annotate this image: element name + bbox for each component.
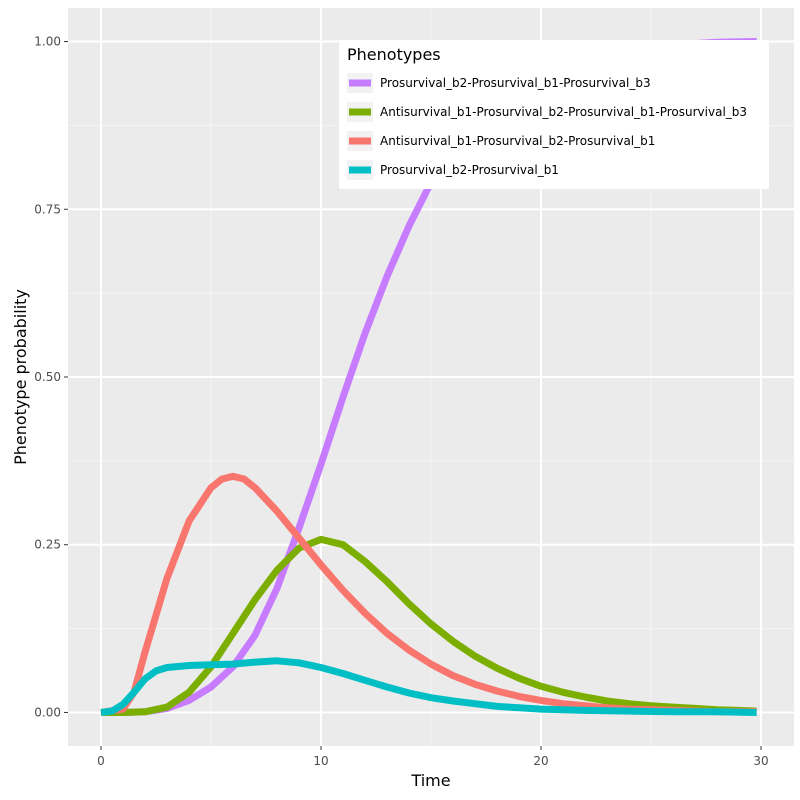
x-tick-label: 0 [97, 754, 105, 768]
y-tick-label: 1.00 [34, 35, 61, 49]
y-tick-label: 0.75 [34, 202, 61, 216]
y-tick-label: 0.50 [34, 370, 61, 384]
x-tick-label: 20 [533, 754, 548, 768]
legend-background [339, 40, 769, 189]
legend-label: Prosurvival_b2-Prosurvival_b1-Prosurviva… [380, 76, 651, 90]
legend-title: Phenotypes [347, 45, 441, 64]
legend-label: Prosurvival_b2-Prosurvival_b1 [380, 163, 559, 177]
y-tick-label: 0.25 [34, 538, 61, 552]
major-gridlines [68, 8, 794, 746]
legend: Phenotypes Prosurvival_b2-Prosurvival_b1… [339, 40, 769, 189]
x-axis-title: Time [410, 771, 450, 790]
y-tick-label: 0.00 [34, 705, 61, 719]
x-tick-label: 30 [753, 754, 768, 768]
legend-label: Antisurvival_b1-Prosurvival_b2-Prosurviv… [380, 105, 747, 119]
axis-ticks: 0 10 20 30 0.00 0.25 0.50 0.75 1.00 [34, 35, 768, 768]
legend-items: Prosurvival_b2-Prosurvival_b1-Prosurviva… [347, 73, 747, 180]
series-line-4 [100, 657, 757, 716]
x-tick-label: 10 [313, 754, 328, 768]
y-axis-title: Phenotype probability [11, 289, 30, 465]
legend-label: Antisurvival_b1-Prosurvival_b2-Prosurviv… [380, 134, 655, 148]
